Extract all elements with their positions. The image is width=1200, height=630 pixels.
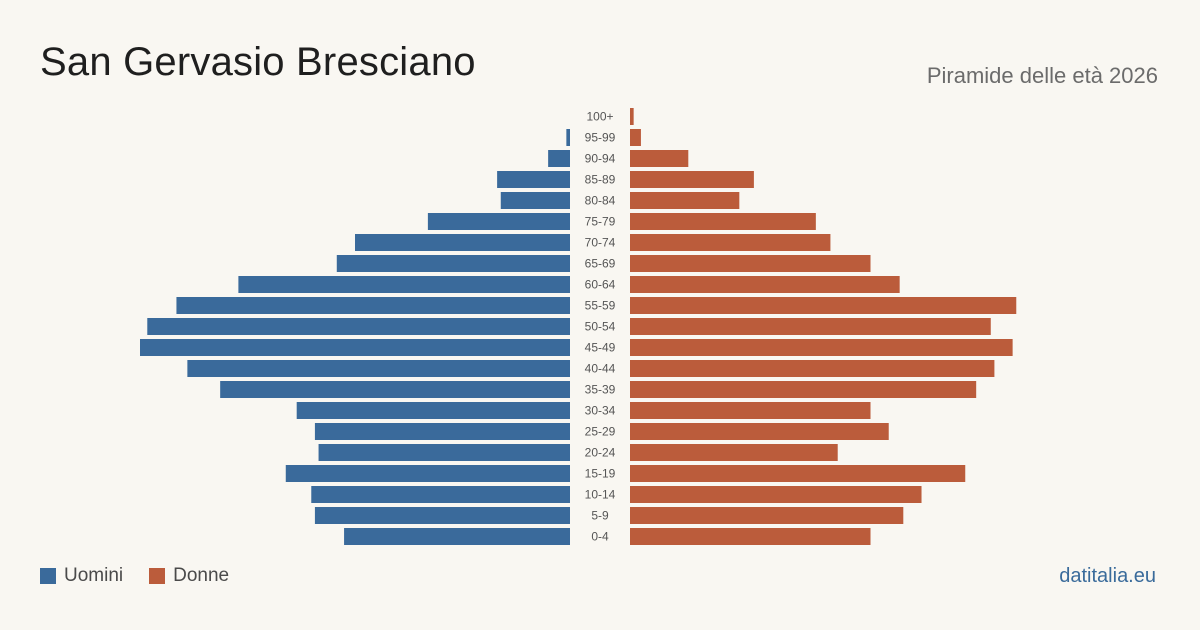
bar-female-20-24: [630, 444, 838, 461]
bar-female-35-39: [630, 381, 977, 398]
bar-female-100plus: [630, 108, 634, 125]
bar-male-75-79: [427, 213, 570, 230]
bar-male-30-34: [296, 402, 570, 419]
age-label-35-39: 35-39: [585, 383, 616, 397]
age-label-90-94: 90-94: [585, 152, 616, 166]
bar-female-55-59: [630, 297, 1017, 314]
bar-female-15-19: [630, 465, 966, 482]
bar-male-80-84: [500, 192, 570, 209]
legend-label-female: Donne: [173, 565, 230, 586]
bar-female-80-84: [630, 192, 740, 209]
source-link[interactable]: datitalia.eu: [1059, 565, 1156, 587]
age-label-85-89: 85-89: [585, 173, 616, 187]
bar-male-20-24: [318, 444, 570, 461]
age-label-65-69: 65-69: [585, 257, 616, 271]
bar-female-60-64: [630, 276, 900, 293]
bar-male-95-99: [566, 129, 570, 146]
bar-male-70-74: [355, 234, 570, 251]
age-labels-group: 100+ 95-99 90-94 85-89 80-84 75-79 70-74 65-69 6…: [585, 110, 616, 544]
bar-female-95-99: [630, 129, 641, 146]
bar-male-65-69: [336, 255, 570, 272]
age-label-100plus: 100+: [586, 110, 613, 124]
age-label-10-14: 10-14: [585, 488, 616, 502]
age-label-30-34: 30-34: [585, 404, 616, 418]
legend-swatch-male: [40, 568, 56, 584]
age-label-95-99: 95-99: [585, 131, 616, 145]
page-title: San Gervasio Bresciano: [40, 40, 476, 84]
bar-male-15-19: [285, 465, 570, 482]
bar-female-75-79: [630, 213, 816, 230]
bar-male-85-89: [497, 171, 570, 188]
age-label-45-49: 45-49: [585, 341, 616, 355]
age-label-80-84: 80-84: [585, 194, 616, 208]
bar-male-60-64: [238, 276, 570, 293]
bar-female-65-69: [630, 255, 871, 272]
age-label-0-4: 0-4: [591, 530, 609, 544]
female-bars-group: [630, 108, 1017, 545]
age-label-70-74: 70-74: [585, 236, 616, 250]
bar-female-0-4: [630, 528, 871, 545]
bar-female-40-44: [630, 360, 995, 377]
legend-label-male: Uomini: [64, 565, 124, 586]
bar-male-40-44: [187, 360, 571, 377]
bar-female-70-74: [630, 234, 831, 251]
bar-male-50-54: [147, 318, 570, 335]
age-label-75-79: 75-79: [585, 215, 616, 229]
bar-male-0-4: [344, 528, 570, 545]
age-label-50-54: 50-54: [585, 320, 616, 334]
age-label-60-64: 60-64: [585, 278, 616, 292]
bar-female-85-89: [630, 171, 754, 188]
age-label-55-59: 55-59: [585, 299, 616, 313]
bar-male-5-9: [314, 507, 570, 524]
age-label-20-24: 20-24: [585, 446, 616, 460]
bar-male-45-49: [140, 339, 570, 356]
bar-female-10-14: [630, 486, 922, 503]
age-label-40-44: 40-44: [585, 362, 616, 376]
bar-male-90-94: [548, 150, 570, 167]
bar-female-50-54: [630, 318, 991, 335]
bar-female-90-94: [630, 150, 689, 167]
bar-male-55-59: [176, 297, 570, 314]
legend-item-female: Donne: [149, 565, 229, 587]
chart-subtitle: Piramide delle età 2026: [926, 63, 1158, 88]
age-label-5-9: 5-9: [591, 509, 609, 523]
bar-female-25-29: [630, 423, 889, 440]
age-label-15-19: 15-19: [585, 467, 616, 481]
age-label-25-29: 25-29: [585, 425, 616, 439]
legend-swatch-female: [149, 568, 166, 584]
bar-male-25-29: [314, 423, 570, 440]
legend-item-male: Uomini: [40, 565, 123, 587]
legend: Uomini Donne: [40, 565, 255, 587]
bar-female-30-34: [630, 402, 871, 419]
bar-male-10-14: [311, 486, 570, 503]
bar-female-5-9: [630, 507, 904, 524]
bar-female-45-49: [630, 339, 1013, 356]
male-bars-group: [140, 129, 571, 545]
bar-male-35-39: [220, 381, 570, 398]
